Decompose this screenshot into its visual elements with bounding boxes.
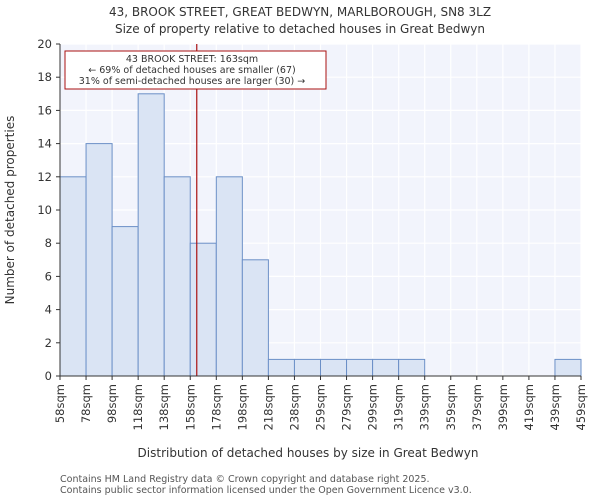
y-tick-label: 12 [37, 170, 52, 184]
bar-78sqm [85, 143, 113, 377]
bar-158sqm [189, 242, 217, 377]
y-tick-label: 18 [37, 70, 52, 84]
y-tick-label: 8 [45, 236, 52, 250]
y-tick-label: 0 [45, 369, 52, 383]
histogram-chart: 43, BROOK STREET, GREAT BEDWYN, MARLBORO… [3, 5, 588, 460]
x-tick-label: 399sqm [496, 384, 510, 430]
x-ticks: 58sqm 78sqm 98sqm 118sqm 138sqm 158sqm 178sqm 1… [53, 376, 588, 430]
y-tick-label: 6 [45, 269, 52, 283]
y-tick-label: 20 [37, 37, 52, 51]
annotation-line2: ← 69% of detached houses are smaller (67… [88, 65, 295, 76]
y-tick-label: 14 [37, 137, 52, 151]
chart-title-line2: Size of property relative to detached ho… [115, 22, 485, 36]
x-tick-label: 359sqm [444, 384, 458, 430]
annotation-line3: 31% of semi-detached houses are larger (… [79, 76, 306, 87]
x-tick-label: 419sqm [522, 384, 536, 430]
bar-118sqm [137, 93, 165, 377]
bar-198sqm [241, 259, 269, 377]
bar-178sqm [215, 176, 243, 377]
x-tick-label: 379sqm [470, 384, 484, 430]
bar-279sqm [346, 358, 374, 377]
x-tick-label: 158sqm [183, 384, 197, 430]
x-tick-label: 319sqm [392, 384, 406, 430]
bar-299sqm [372, 358, 400, 377]
footer-attribution-2: Contains public sector information licen… [60, 485, 472, 496]
x-tick-label: 279sqm [340, 384, 354, 430]
bar-218sqm [267, 358, 295, 377]
bar-319sqm [398, 358, 426, 377]
bar-439sqm [554, 358, 582, 377]
footer-attribution-1: Contains HM Land Registry data © Crown c… [60, 474, 430, 485]
x-tick-label: 439sqm [548, 384, 562, 430]
y-ticks: 0 2 4 6 8 10 12 14 16 18 20 [37, 37, 60, 383]
y-axis-label: Number of detached properties [3, 116, 17, 305]
x-tick-label: 118sqm [131, 384, 145, 430]
x-tick-label: 78sqm [79, 384, 93, 423]
annotation-box: 43 BROOK STREET: 163sqm ← 69% of detache… [64, 50, 327, 90]
x-tick-label: 238sqm [287, 384, 301, 430]
x-tick-label: 58sqm [53, 384, 67, 423]
annotation-box-border [64, 50, 327, 90]
x-tick-label: 178sqm [209, 384, 223, 430]
x-tick-label: 98sqm [105, 384, 119, 423]
bar-98sqm [111, 226, 139, 377]
bar-138sqm [163, 176, 191, 377]
y-tick-label: 4 [45, 303, 52, 317]
x-tick-label: 339sqm [418, 384, 432, 430]
x-tick-label: 459sqm [574, 384, 588, 430]
bars [59, 93, 582, 377]
annotation-line1: 43 BROOK STREET: 163sqm [126, 54, 258, 65]
bar-58sqm [59, 176, 87, 377]
x-tick-label: 259sqm [314, 384, 328, 430]
x-tick-label: 299sqm [366, 384, 380, 430]
bar-259sqm [320, 358, 348, 377]
chart-title-line1: 43, BROOK STREET, GREAT BEDWYN, MARLBORO… [109, 5, 491, 19]
x-tick-label: 218sqm [261, 384, 275, 430]
y-tick-label: 16 [37, 103, 52, 117]
y-tick-label: 10 [37, 203, 52, 217]
bar-238sqm [293, 358, 322, 377]
x-axis-label: Distribution of detached houses by size … [138, 446, 479, 460]
x-tick-label: 138sqm [157, 384, 171, 430]
x-tick-label: 198sqm [235, 384, 249, 430]
y-tick-label: 2 [45, 336, 52, 350]
